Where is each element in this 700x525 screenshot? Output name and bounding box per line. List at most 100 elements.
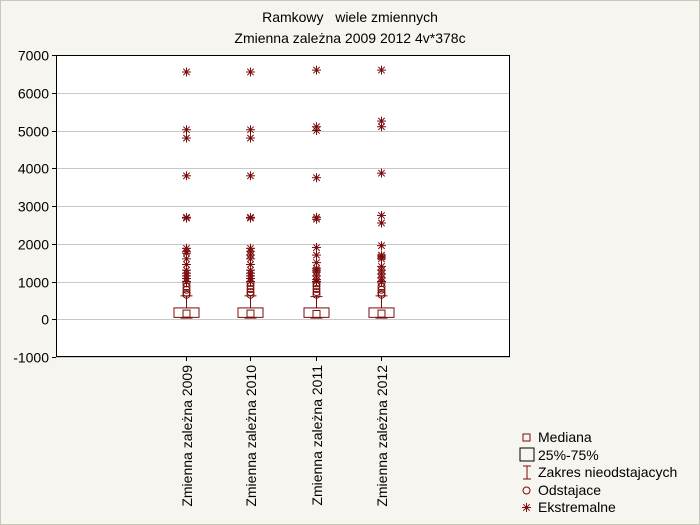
extreme-point (312, 250, 321, 260)
extreme-point (246, 67, 255, 77)
extreme-stroke (246, 126, 255, 134)
extreme-point (377, 122, 386, 132)
extreme-point (246, 277, 255, 286)
legend-label-box: 25%-75% (538, 446, 599, 463)
extreme-point (312, 214, 321, 224)
extreme-stroke (377, 211, 386, 219)
extreme-point (182, 133, 191, 143)
y-tick-label: 0 (41, 312, 49, 328)
extreme-point (377, 168, 386, 178)
extreme-point (182, 277, 191, 286)
median-marker (312, 309, 321, 318)
extreme-stroke (377, 255, 386, 263)
extreme-stroke (246, 134, 255, 142)
extreme-point (182, 125, 191, 135)
extreme-stroke (182, 214, 191, 222)
outlier-point (246, 288, 255, 297)
extreme-stroke (246, 68, 255, 76)
extreme-stroke (182, 255, 191, 263)
outlier-marker-icon (522, 486, 531, 494)
extreme-stroke (182, 126, 191, 134)
extreme-point (312, 243, 321, 253)
extreme-point (377, 277, 386, 286)
plot-border (56, 55, 510, 357)
extreme-stroke (312, 174, 321, 182)
extreme-stroke (312, 243, 321, 252)
extreme-stroke (182, 277, 191, 286)
extreme-stroke (182, 260, 191, 269)
extreme-point (246, 125, 255, 135)
extreme-stroke (312, 251, 321, 259)
extreme-point (246, 133, 255, 143)
extreme-stroke (246, 277, 255, 286)
box-marker-icon (519, 447, 535, 461)
box-group (303, 65, 330, 319)
extreme-point (377, 254, 386, 264)
extreme-stroke (182, 134, 191, 142)
x-tick-label: Zmienna zależna 2011 (309, 365, 325, 506)
extreme-point (182, 248, 191, 258)
median-marker (377, 309, 386, 318)
extreme-stroke (312, 277, 321, 286)
legend-label-outliers: Odstajace (538, 481, 602, 498)
extreme-stroke (377, 169, 386, 177)
y-tick-label: 7000 (18, 48, 49, 64)
box-group (237, 67, 264, 319)
outlier-point (312, 288, 321, 297)
x-tick-label: Zmienna zależna 2010 (243, 365, 259, 507)
outlier-point (312, 290, 321, 299)
legend-label-extremes: Ekstremalne (538, 499, 616, 515)
extreme-stroke (377, 219, 386, 227)
chart-title: Ramkowy wiele zmiennych (262, 9, 438, 25)
extreme-stroke (182, 249, 191, 257)
y-tick-label: 3000 (18, 199, 49, 215)
extreme-stroke (377, 66, 386, 74)
y-tick-label: 4000 (18, 161, 49, 177)
median-marker (182, 309, 191, 318)
box-iqr (368, 307, 395, 318)
extreme-stroke (246, 255, 255, 263)
legend-label-whisker: Zakres nieodstajacych (538, 464, 678, 480)
extreme-point (182, 67, 191, 77)
y-tick-label: 5000 (18, 124, 49, 140)
median-marker (246, 309, 255, 318)
extreme-stroke (377, 277, 386, 286)
extreme-point (312, 126, 321, 135)
y-tick-label: 1000 (18, 275, 49, 291)
x-tick-label: Zmienna zależna 2012 (374, 365, 390, 507)
extreme-point (377, 65, 386, 75)
outlier-point (182, 285, 191, 294)
y-tick-label: -1000 (13, 350, 49, 366)
extreme-point (246, 171, 255, 181)
box-iqr (303, 307, 330, 318)
extreme-stroke (312, 259, 321, 267)
extreme-stroke (312, 66, 321, 74)
extreme-point (182, 213, 191, 223)
extreme-point (377, 210, 386, 220)
extreme-point (377, 116, 386, 126)
extreme-point (312, 258, 321, 268)
x-tick-label: Zmienna zależna 2009 (179, 365, 195, 507)
y-tick-label: 6000 (18, 86, 49, 102)
extreme-stroke (182, 68, 191, 76)
extreme-stroke (377, 117, 386, 125)
box-group (173, 67, 200, 319)
extreme-marker-icon (522, 503, 531, 512)
extreme-point (312, 173, 321, 183)
extreme-stroke (246, 260, 255, 269)
extreme-stroke (182, 172, 191, 180)
outlier-point (182, 288, 191, 297)
extreme-stroke (246, 172, 255, 180)
extreme-stroke (377, 242, 386, 250)
extreme-stroke (312, 215, 321, 223)
extreme-point (377, 241, 386, 251)
box-iqr (237, 307, 264, 318)
y-tick-label: 2000 (18, 237, 49, 253)
whisker-marker-icon (523, 465, 531, 480)
extreme-point (377, 218, 386, 228)
extreme-point (182, 171, 191, 181)
extreme-stroke (312, 126, 321, 135)
extreme-point (246, 213, 255, 223)
extreme-point (312, 65, 321, 75)
